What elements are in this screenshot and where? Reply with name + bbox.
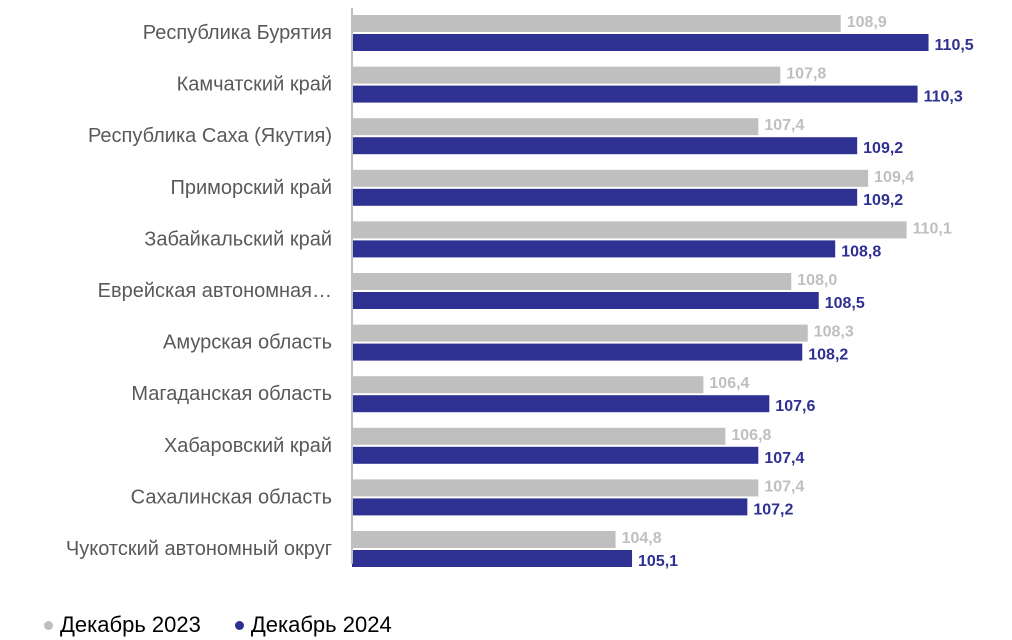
labels-layer: Республика Бурятия 108,9 110,5 Камчатский к… (66, 14, 974, 570)
value-label-december-2023-приморский-край: 109,4 (874, 169, 914, 186)
value-label-december-2023-амурская-область: 108,3 (814, 324, 854, 341)
category-label-чукотский-автономный-округ: Чукотский автономный округ (66, 538, 332, 560)
value-label-december-2023-хабаровский-край: 106,8 (731, 427, 771, 444)
value-label-december-2024-камчатский-край: 110,3 (924, 89, 963, 106)
bar-december-2023-амурская-область (352, 324, 808, 342)
bar-december-2023-сахалинская-область (352, 479, 759, 497)
value-label-december-2023-сахалинская-область: 107,4 (764, 478, 804, 495)
bar-december-2024-республика-бурятия (352, 34, 929, 51)
value-label-december-2024-приморский-край: 109,2 (863, 192, 903, 209)
category-label-сахалинская-область: Сахалинская область (131, 486, 332, 508)
bar-december-2023-хабаровский-край (352, 427, 726, 445)
bar-december-2024-сахалинская-область (352, 498, 748, 516)
bar-december-2024-чукотский-автономный-округ (352, 550, 633, 567)
value-label-december-2024-магаданская-область: 107,6 (775, 398, 815, 415)
category-label-забайкальский-край: Забайкальский край (144, 228, 332, 250)
value-label-december-2023-камчатский-край: 107,8 (786, 66, 826, 83)
category-label-амурская-область: Амурская область (163, 332, 332, 354)
bar-december-2023-республика-бурятия (352, 15, 841, 32)
category-label-республика-бурятия: Республика Бурятия (143, 22, 332, 44)
value-label-december-2024-хабаровский-край: 107,4 (764, 450, 804, 467)
bar-chart: Республика Бурятия 108,9 110,5 Камчатский к… (66, 8, 974, 570)
value-label-december-2023-магаданская-область: 106,4 (709, 375, 749, 392)
value-label-december-2024-еврейская-автономная: 108,5 (825, 295, 865, 312)
value-label-december-2024-республика-саха-якутия: 109,2 (863, 140, 903, 157)
bar-december-2024-камчатский-край (352, 85, 918, 103)
bars-layer (352, 15, 929, 567)
bar-december-2023-камчатский-край (352, 66, 781, 84)
value-label-december-2024-забайкальский-край: 108,8 (841, 243, 881, 260)
legend: Декабрь 2023 Декабрь 2024 (44, 612, 392, 638)
bar-december-2024-республика-саха-якутия (352, 137, 858, 155)
value-label-december-2024-республика-бурятия: 110,5 (935, 37, 974, 54)
value-label-december-2023-забайкальский-край: 110,1 (913, 220, 952, 237)
value-label-december-2023-республика-бурятия: 108,9 (847, 14, 887, 31)
value-label-december-2024-сахалинская-область: 107,2 (753, 501, 793, 518)
legend-marker-december-2023 (44, 620, 53, 630)
bar-december-2024-амурская-область (352, 343, 803, 361)
category-label-приморский-край: Приморский край (171, 177, 332, 199)
bar-december-2023-забайкальский-край (352, 221, 907, 239)
bar-december-2023-республика-саха-якутия (352, 118, 759, 136)
bar-december-2024-приморский-край (352, 188, 858, 206)
value-label-december-2024-чукотский-автономный-округ: 105,1 (638, 553, 678, 570)
bar-december-2023-приморский-край (352, 169, 869, 187)
category-label-хабаровский-край: Хабаровский край (164, 435, 332, 457)
legend-label-december-2024: Декабрь 2024 (250, 612, 392, 637)
bar-december-2023-чукотский-автономный-округ (352, 531, 616, 548)
legend-label-december-2023: Декабрь 2023 (60, 612, 201, 637)
bar-december-2023-еврейская-автономная (352, 273, 792, 290)
value-label-december-2023-чукотский-автономный-округ: 104,8 (622, 530, 662, 547)
legend-item-december-2023: Декабрь 2023 (44, 612, 201, 638)
value-label-december-2023-республика-саха-якутия: 107,4 (764, 117, 804, 134)
bar-december-2024-еврейская-автономная (352, 292, 819, 309)
category-label-магаданская-область: Магаданская область (131, 383, 332, 405)
bar-december-2024-хабаровский-край (352, 446, 759, 464)
category-label-камчатский-край: Камчатский край (177, 74, 332, 96)
legend-item-december-2024: Декабрь 2024 (234, 612, 392, 638)
value-label-december-2023-еврейская-автономная: 108,0 (797, 272, 837, 289)
category-label-еврейская-автономная: Еврейская автономная… (98, 280, 332, 302)
category-label-республика-саха-якутия: Республика Саха (Якутия) (88, 125, 332, 147)
bar-december-2024-забайкальский-край (352, 240, 836, 258)
bar-december-2023-магаданская-область (352, 376, 704, 394)
legend-marker-december-2024 (234, 620, 244, 630)
bar-december-2024-магаданская-область (352, 395, 770, 413)
value-label-december-2024-амурская-область: 108,2 (808, 347, 848, 364)
